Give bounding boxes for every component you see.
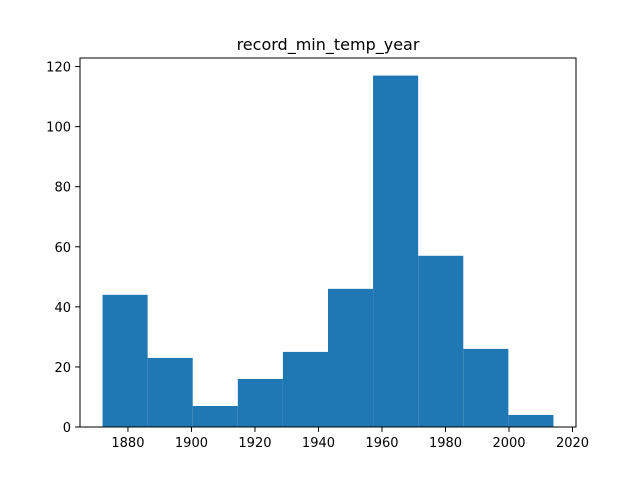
histogram-bar-7 [373, 75, 419, 428]
x-tick-label: 2000 [492, 436, 525, 451]
x-tick-label: 1960 [365, 436, 398, 451]
x-tick-label: 1940 [302, 436, 335, 451]
y-tick-label: 20 [54, 361, 71, 376]
plot-frame [79, 57, 577, 428]
histogram-bar-2 [147, 357, 193, 427]
bars-layer [102, 75, 554, 428]
histogram-bar-6 [328, 288, 374, 427]
x-tick-label: 1980 [429, 436, 462, 451]
y-tick-label: 100 [46, 121, 71, 136]
chart-title: record_min_temp_year [237, 35, 420, 55]
y-tick-label: 60 [54, 241, 71, 256]
histogram-bar-5 [282, 351, 328, 427]
x-tick-label: 2020 [556, 436, 589, 451]
histogram-bar-9 [463, 348, 509, 427]
histogram-bar-1 [102, 294, 148, 427]
y-tick-label: 80 [54, 181, 71, 196]
histogram-bar-10 [508, 414, 554, 427]
histogram-bar-4 [237, 378, 283, 427]
axes-layer: 1880 1900 1920 1940 1960 1980 2000 2020 0 20 40 60 8… [46, 57, 589, 451]
histogram-bar-8 [418, 255, 464, 427]
x-tick-label: 1880 [111, 436, 144, 451]
y-tick-label: 40 [54, 301, 71, 316]
x-tick-label: 1900 [175, 436, 208, 451]
x-tick-label: 1920 [238, 436, 271, 451]
y-tick-label: 0 [63, 421, 71, 436]
histogram-bar-3 [192, 405, 238, 427]
y-tick-label: 120 [46, 61, 71, 76]
